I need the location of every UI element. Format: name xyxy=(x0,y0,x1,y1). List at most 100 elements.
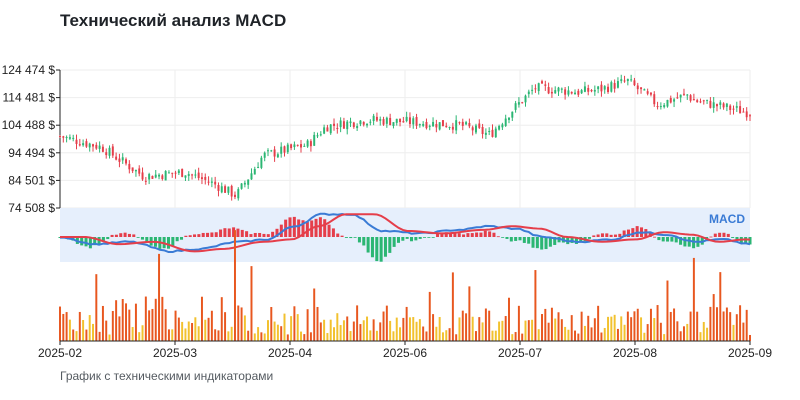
volume-bar xyxy=(438,317,441,341)
candle-down xyxy=(471,127,474,131)
volume-bar xyxy=(663,334,666,341)
price-tick-label: 84 501 $ xyxy=(8,173,55,187)
candle-down xyxy=(600,84,603,92)
candle-down xyxy=(78,144,81,146)
macd-histogram-bar xyxy=(431,237,435,238)
candle-down xyxy=(749,115,751,117)
volume-bar xyxy=(313,288,316,341)
candle-up xyxy=(227,186,230,193)
macd-histogram-bar xyxy=(410,237,414,242)
volume-bar xyxy=(303,334,306,341)
candle-up xyxy=(154,174,157,178)
candle-down xyxy=(692,99,695,101)
candle-up xyxy=(626,79,629,82)
volume-bar xyxy=(478,317,481,341)
candle-down xyxy=(649,92,652,95)
candle-up xyxy=(706,99,709,101)
candle-up xyxy=(286,144,289,153)
volume-bar xyxy=(395,317,398,341)
volume-bar xyxy=(346,316,349,341)
macd-histogram-bar xyxy=(275,228,279,237)
volume-bar xyxy=(448,328,451,341)
volume-bar xyxy=(352,321,355,341)
volume-bar xyxy=(613,314,616,341)
volume-bar xyxy=(339,325,342,341)
volume-bar xyxy=(541,314,543,341)
volume-bar xyxy=(580,311,583,341)
candle-up xyxy=(280,146,283,154)
macd-histogram-bar xyxy=(344,237,348,238)
macd-histogram-bar xyxy=(622,230,626,237)
macd-histogram-bar xyxy=(232,227,236,237)
volume-bar xyxy=(646,324,649,341)
volume-bar xyxy=(455,334,458,341)
macd-histogram-bar xyxy=(88,237,92,249)
macd-histogram-bar xyxy=(279,224,283,237)
volume-bar xyxy=(402,317,405,341)
candle-up xyxy=(237,189,240,199)
volume-bar xyxy=(247,330,250,341)
candle-down xyxy=(62,136,65,138)
volume-bar xyxy=(85,329,88,341)
volume-bar xyxy=(72,329,75,341)
macd-histogram-bar xyxy=(470,233,474,237)
volume-bar xyxy=(415,321,418,341)
macd-histogram-bar xyxy=(687,237,691,247)
volume-bar xyxy=(131,327,134,341)
candle-down xyxy=(669,98,672,103)
volume-bar xyxy=(276,324,279,341)
candle-down xyxy=(415,117,418,126)
volume-bar xyxy=(405,306,408,341)
candle-down xyxy=(481,127,484,135)
candle-down xyxy=(689,95,692,101)
macd-histogram-bar xyxy=(453,233,457,237)
candle-up xyxy=(438,122,441,130)
candle-down xyxy=(636,85,639,90)
volume-bar xyxy=(88,315,91,341)
macd-histogram-bar xyxy=(657,237,661,241)
candle-up xyxy=(673,99,676,102)
macd-histogram-bar xyxy=(726,233,730,237)
volume-bar xyxy=(323,319,326,341)
macd-histogram-bar xyxy=(679,237,683,245)
macd-histogram-bar xyxy=(166,237,170,249)
candle-down xyxy=(729,105,732,110)
volume-bar xyxy=(501,320,504,341)
candle-up xyxy=(385,117,388,124)
volume-bar xyxy=(514,332,517,341)
macd-histogram-bar xyxy=(709,236,713,238)
candle-up xyxy=(359,120,362,125)
volume-bar xyxy=(319,322,322,341)
candle-down xyxy=(230,185,233,197)
macd-histogram-bar xyxy=(227,228,231,237)
volume-bar xyxy=(144,296,147,341)
candle-down xyxy=(468,122,471,127)
volume-bar xyxy=(488,310,491,341)
volume-bar xyxy=(408,317,411,341)
candle-down xyxy=(445,125,448,128)
price-tick-label: 74 508 $ xyxy=(8,201,55,215)
volume-bar xyxy=(706,327,709,341)
volume-bar xyxy=(214,329,217,341)
macd-histogram-bar xyxy=(175,237,179,242)
candle-down xyxy=(696,100,699,103)
candle-up xyxy=(270,150,273,152)
candle-down xyxy=(151,175,154,179)
macd-histogram-bar xyxy=(140,237,144,240)
volume-bar xyxy=(550,307,553,341)
candle-up xyxy=(580,90,583,94)
signal-line xyxy=(60,213,751,253)
volume-bar xyxy=(98,331,101,341)
macd-histogram-bar xyxy=(531,237,535,248)
macd-histogram-bar xyxy=(93,237,97,246)
candle-down xyxy=(709,100,712,108)
candle-down xyxy=(389,117,392,126)
candle-down xyxy=(131,167,134,172)
volume-bar xyxy=(504,316,507,341)
candle-up xyxy=(257,166,260,169)
volume-bar xyxy=(656,305,659,341)
macd-histogram-bar xyxy=(392,237,396,247)
macd-histogram-bar xyxy=(349,237,353,239)
candle-down xyxy=(290,144,293,149)
volume-bar xyxy=(412,317,415,341)
